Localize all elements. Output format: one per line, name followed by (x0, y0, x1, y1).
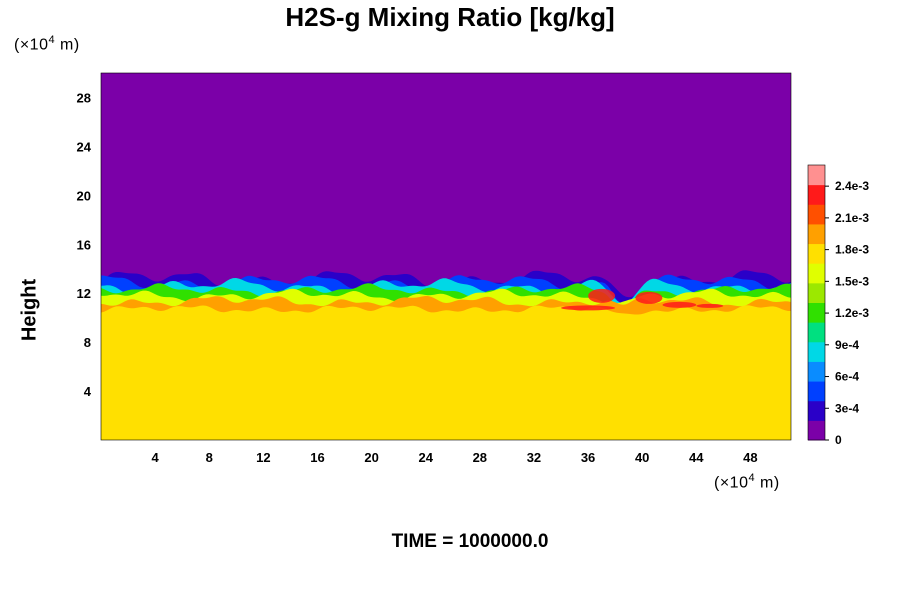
x-tick-label: 20 (364, 450, 378, 465)
colorbar-tick-label: 1.5e-3 (835, 274, 869, 288)
colorbar-segment (808, 282, 825, 303)
colorbar-tick-label: 1.2e-3 (835, 306, 869, 320)
colorbar-tick-label: 2.4e-3 (835, 179, 869, 193)
colorbar-frame (807, 164, 826, 441)
colorbar-segment (808, 243, 825, 264)
y-axis-unit: (×104 m) (14, 34, 80, 54)
field-enhanced-zone (588, 288, 616, 303)
colorbar-tick-label: 1.8e-3 (835, 243, 869, 257)
y-tick-label: 4 (84, 384, 92, 399)
y-tick-label: 12 (77, 286, 91, 301)
colorbar-tick-label: 6e-4 (835, 370, 859, 384)
x-tick-label: 8 (206, 450, 213, 465)
colorbar-segment (808, 165, 825, 186)
chart-title: H2S-g Mixing Ratio [kg/kg] (285, 2, 615, 32)
colorbar-segment (808, 302, 825, 323)
y-tick-label: 8 (84, 335, 91, 350)
colorbar-tick-label: 3e-4 (835, 401, 859, 415)
field-enhanced-zone (561, 305, 616, 311)
field-enhanced-zone (662, 301, 697, 308)
x-tick-label: 24 (418, 450, 433, 465)
x-tick-label: 36 (581, 450, 595, 465)
time-label: TIME = 1000000.0 (391, 531, 549, 552)
colorbar-segment (808, 263, 825, 284)
colorbar-segment (808, 341, 825, 362)
x-tick-label: 48 (743, 450, 757, 465)
x-tick-label: 40 (635, 450, 649, 465)
colorbar-segment (808, 223, 825, 245)
heatmap-field (101, 73, 791, 440)
colorbar-tick-label: 2.1e-3 (835, 211, 869, 225)
colorbar-segment (808, 381, 825, 402)
colorbar-tick-label: 0 (835, 433, 842, 447)
colorbar-segment (808, 400, 825, 421)
colorbar-segment (808, 420, 825, 441)
plot-frame (100, 72, 792, 441)
field-enhanced-zone (696, 303, 724, 308)
x-tick-label: 28 (473, 450, 487, 465)
colorbar-segment (808, 184, 825, 205)
x-axis-unit: (×104 m) (714, 472, 780, 492)
y-tick-label: 28 (77, 90, 91, 105)
y-tick-label: 24 (77, 139, 92, 154)
colorbar-tick-label: 9e-4 (835, 338, 859, 352)
colorbar-segment (808, 204, 825, 225)
colorbar-segment (808, 322, 825, 343)
y-tick-label: 16 (77, 237, 91, 252)
y-tick-label: 20 (77, 188, 91, 203)
field-band (101, 305, 791, 440)
colorbar-segment (808, 361, 825, 382)
x-tick-label: 4 (152, 450, 160, 465)
x-tick-label: 16 (310, 450, 324, 465)
x-tick-label: 12 (256, 450, 270, 465)
x-tick-label: 44 (689, 450, 704, 465)
field-enhanced-zone (635, 291, 663, 304)
x-tick-label: 32 (527, 450, 541, 465)
